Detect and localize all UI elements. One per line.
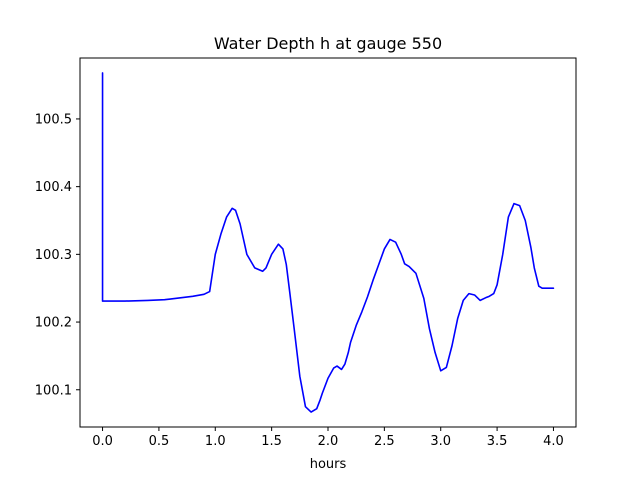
- y-tick-label: 100.2: [35, 316, 72, 331]
- y-tick-label: 100.3: [35, 248, 72, 263]
- x-axis-label: hours: [310, 457, 347, 472]
- y-axis: 100.1 100.2 100.3 100.4 100.5: [35, 112, 80, 398]
- x-tick-label: 2.5: [374, 434, 395, 449]
- x-tick-label: 4.0: [543, 434, 564, 449]
- y-tick-label: 100.1: [35, 383, 72, 398]
- x-tick-label: 2.0: [318, 434, 339, 449]
- y-tick-label: 100.5: [35, 112, 72, 127]
- y-tick-label: 100.4: [35, 180, 72, 195]
- x-tick-label: 1.5: [261, 434, 282, 449]
- x-tick-label: 3.0: [430, 434, 451, 449]
- x-tick-label: 0.5: [149, 434, 170, 449]
- x-tick-label: 1.0: [205, 434, 226, 449]
- chart-title: Water Depth h at gauge 550: [214, 34, 442, 53]
- x-tick-label: 3.5: [487, 434, 508, 449]
- series-line-0: [101, 72, 555, 413]
- x-axis: 0.0 0.5 1.0 1.5 2.0 2.5 3.0 3.5 4.0: [92, 427, 564, 449]
- x-tick-label: 0.0: [92, 434, 113, 449]
